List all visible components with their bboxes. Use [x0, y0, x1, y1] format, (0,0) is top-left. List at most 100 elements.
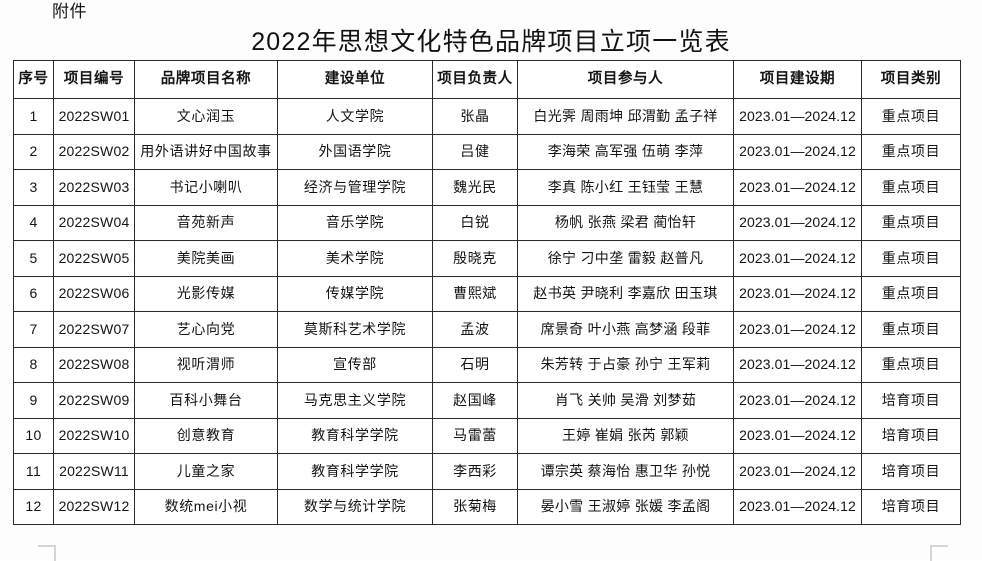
- cell-leader: 石明: [432, 346, 518, 383]
- column-header-period: 项目建设期: [733, 60, 862, 99]
- cell-members: 晏小雪 王淑婷 张媛 李孟阁: [517, 488, 734, 525]
- table-row: 9 2022SW09 百科小舞台 马克思主义学院 赵国峰 肖飞 关帅 吴滑 刘梦茹 2023…: [13, 382, 961, 419]
- cell-code: 2022SW02: [53, 133, 135, 170]
- cell-code: 2022SW11: [53, 453, 135, 490]
- cell-leader: 吕健: [432, 133, 518, 170]
- registration-corner-mark-right: [930, 545, 948, 561]
- cell-period: 2023.01—2024.12: [733, 204, 862, 241]
- cell-brand: 百科小舞台: [134, 382, 278, 419]
- cell-category: 培育项目: [861, 488, 961, 525]
- cell-category: 培育项目: [861, 382, 961, 419]
- cell-code: 2022SW10: [53, 417, 135, 454]
- cell-brand: 数统mei小视: [134, 488, 278, 525]
- cell-category: 重点项目: [861, 98, 961, 135]
- cell-unit: 莫斯科艺术学院: [277, 311, 433, 348]
- table-row: 10 2022SW10 创意教育 教育科学学院 马雷蕾 王婷 崔娟 张芮 郭颖 2023.0…: [13, 417, 961, 454]
- cell-brand: 用外语讲好中国故事: [134, 133, 278, 170]
- cell-category: 重点项目: [861, 133, 961, 170]
- cell-period: 2023.01—2024.12: [733, 240, 862, 277]
- cell-code: 2022SW06: [53, 275, 135, 312]
- table-row: 8 2022SW08 视听渭师 宣传部 石明 朱芳转 于占豪 孙宁 王军莉 2023.01—…: [13, 346, 961, 383]
- column-header-members: 项目参与人: [517, 60, 734, 99]
- cell-members: 李海荣 高军强 伍萌 李萍: [517, 133, 734, 170]
- cell-members: 李真 陈小红 王钰莹 王慧: [517, 169, 734, 206]
- cell-members: 杨帆 张燕 梁君 蔺怡轩: [517, 204, 734, 241]
- cell-category: 重点项目: [861, 240, 961, 277]
- cell-unit: 美术学院: [277, 240, 433, 277]
- cell-unit: 教育科学学院: [277, 453, 433, 490]
- table-header: 序号 项目编号 品牌项目名称 建设单位 项目负责人 项目参与人 项目建设期 项目类别: [13, 60, 961, 99]
- cell-code: 2022SW05: [53, 240, 135, 277]
- cell-members: 席景奇 叶小燕 高梦涵 段菲: [517, 311, 734, 348]
- cell-unit: 音乐学院: [277, 204, 433, 241]
- cell-category: 重点项目: [861, 204, 961, 241]
- cell-category: 培育项目: [861, 453, 961, 490]
- table-row: 7 2022SW07 艺心向党 莫斯科艺术学院 孟波 席景奇 叶小燕 高梦涵 段菲 2023…: [13, 311, 961, 348]
- cell-code: 2022SW03: [53, 169, 135, 206]
- cell-category: 培育项目: [861, 417, 961, 454]
- cell-members: 朱芳转 于占豪 孙宁 王军莉: [517, 346, 734, 383]
- column-header-leader: 项目负责人: [432, 60, 518, 99]
- table-row: 2 2022SW02 用外语讲好中国故事 外国语学院 吕健 李海荣 高军强 伍萌 李萍 20…: [13, 133, 961, 170]
- cell-period: 2023.01—2024.12: [733, 98, 862, 135]
- cell-members: 肖飞 关帅 吴滑 刘梦茹: [517, 382, 734, 419]
- cell-leader: 张晶: [432, 98, 518, 135]
- cell-unit: 数学与统计学院: [277, 488, 433, 525]
- cell-leader: 魏光民: [432, 169, 518, 206]
- cell-brand: 视听渭师: [134, 346, 278, 383]
- cell-code: 2022SW09: [53, 382, 135, 419]
- table-row: 6 2022SW06 光影传媒 传媒学院 曹熙斌 赵书英 尹晓利 李嘉欣 田玉琪 2023.…: [13, 275, 961, 312]
- cell-period: 2023.01—2024.12: [733, 133, 862, 170]
- cell-leader: 赵国峰: [432, 382, 518, 419]
- table-row: 4 2022SW04 音苑新声 音乐学院 白锐 杨帆 张燕 梁君 蔺怡轩 2023.01—2…: [13, 204, 961, 241]
- cell-code: 2022SW08: [53, 346, 135, 383]
- table-row: 3 2022SW03 书记小喇叭 经济与管理学院 魏光民 李真 陈小红 王钰莹 王慧 202…: [13, 169, 961, 206]
- cell-code: 2022SW12: [53, 488, 135, 525]
- cell-leader: 殷晓克: [432, 240, 518, 277]
- cell-index: 7: [13, 311, 54, 348]
- cell-brand: 音苑新声: [134, 204, 278, 241]
- cell-members: 王婷 崔娟 张芮 郭颖: [517, 417, 734, 454]
- project-listing-table-container: 序号 项目编号 品牌项目名称 建设单位 项目负责人 项目参与人 项目建设期 项目类别 1 202…: [13, 60, 961, 525]
- cell-unit: 传媒学院: [277, 275, 433, 312]
- cell-period: 2023.01—2024.12: [733, 169, 862, 206]
- cell-members: 谭宗英 蔡海怡 惠卫华 孙悦: [517, 453, 734, 490]
- cell-category: 重点项目: [861, 275, 961, 312]
- cell-leader: 马雷蕾: [432, 417, 518, 454]
- cell-period: 2023.01—2024.12: [733, 346, 862, 383]
- cell-unit: 经济与管理学院: [277, 169, 433, 206]
- table-row: 1 2022SW01 文心润玉 人文学院 张晶 白光霁 周雨坤 邱渭勤 孟子祥 2023.0…: [13, 98, 961, 135]
- cell-index: 6: [13, 275, 54, 312]
- column-header-code: 项目编号: [53, 60, 135, 99]
- cell-unit: 外国语学院: [277, 133, 433, 170]
- cell-brand: 美院美画: [134, 240, 278, 277]
- cell-unit: 宣传部: [277, 346, 433, 383]
- cell-index: 8: [13, 346, 54, 383]
- cell-period: 2023.01—2024.12: [733, 311, 862, 348]
- cell-leader: 张菊梅: [432, 488, 518, 525]
- cell-index: 11: [13, 453, 54, 490]
- table-row: 11 2022SW11 儿童之家 教育科学学院 李西彩 谭宗英 蔡海怡 惠卫华 孙悦 202…: [13, 453, 961, 490]
- cell-members: 赵书英 尹晓利 李嘉欣 田玉琪: [517, 275, 734, 312]
- cell-period: 2023.01—2024.12: [733, 382, 862, 419]
- cell-leader: 李西彩: [432, 453, 518, 490]
- cell-brand: 创意教育: [134, 417, 278, 454]
- attachment-label: 附件: [52, 2, 87, 21]
- cell-brand: 艺心向党: [134, 311, 278, 348]
- cell-brand: 文心润玉: [134, 98, 278, 135]
- cell-index: 1: [13, 98, 54, 135]
- cell-period: 2023.01—2024.12: [733, 417, 862, 454]
- table-row: 5 2022SW05 美院美画 美术学院 殷晓克 徐宁 刁中垄 雷毅 赵普凡 2023.01…: [13, 240, 961, 277]
- cell-leader: 白锐: [432, 204, 518, 241]
- cell-leader: 孟波: [432, 311, 518, 348]
- cell-brand: 光影传媒: [134, 275, 278, 312]
- cell-code: 2022SW07: [53, 311, 135, 348]
- cell-index: 9: [13, 382, 54, 419]
- table-body: 1 2022SW01 文心润玉 人文学院 张晶 白光霁 周雨坤 邱渭勤 孟子祥 2023.0…: [13, 98, 961, 525]
- cell-index: 12: [13, 488, 54, 525]
- column-header-index: 序号: [13, 60, 54, 99]
- column-header-unit: 建设单位: [277, 60, 433, 99]
- cell-brand: 儿童之家: [134, 453, 278, 490]
- table-header-row: 序号 项目编号 品牌项目名称 建设单位 项目负责人 项目参与人 项目建设期 项目类别: [13, 60, 961, 99]
